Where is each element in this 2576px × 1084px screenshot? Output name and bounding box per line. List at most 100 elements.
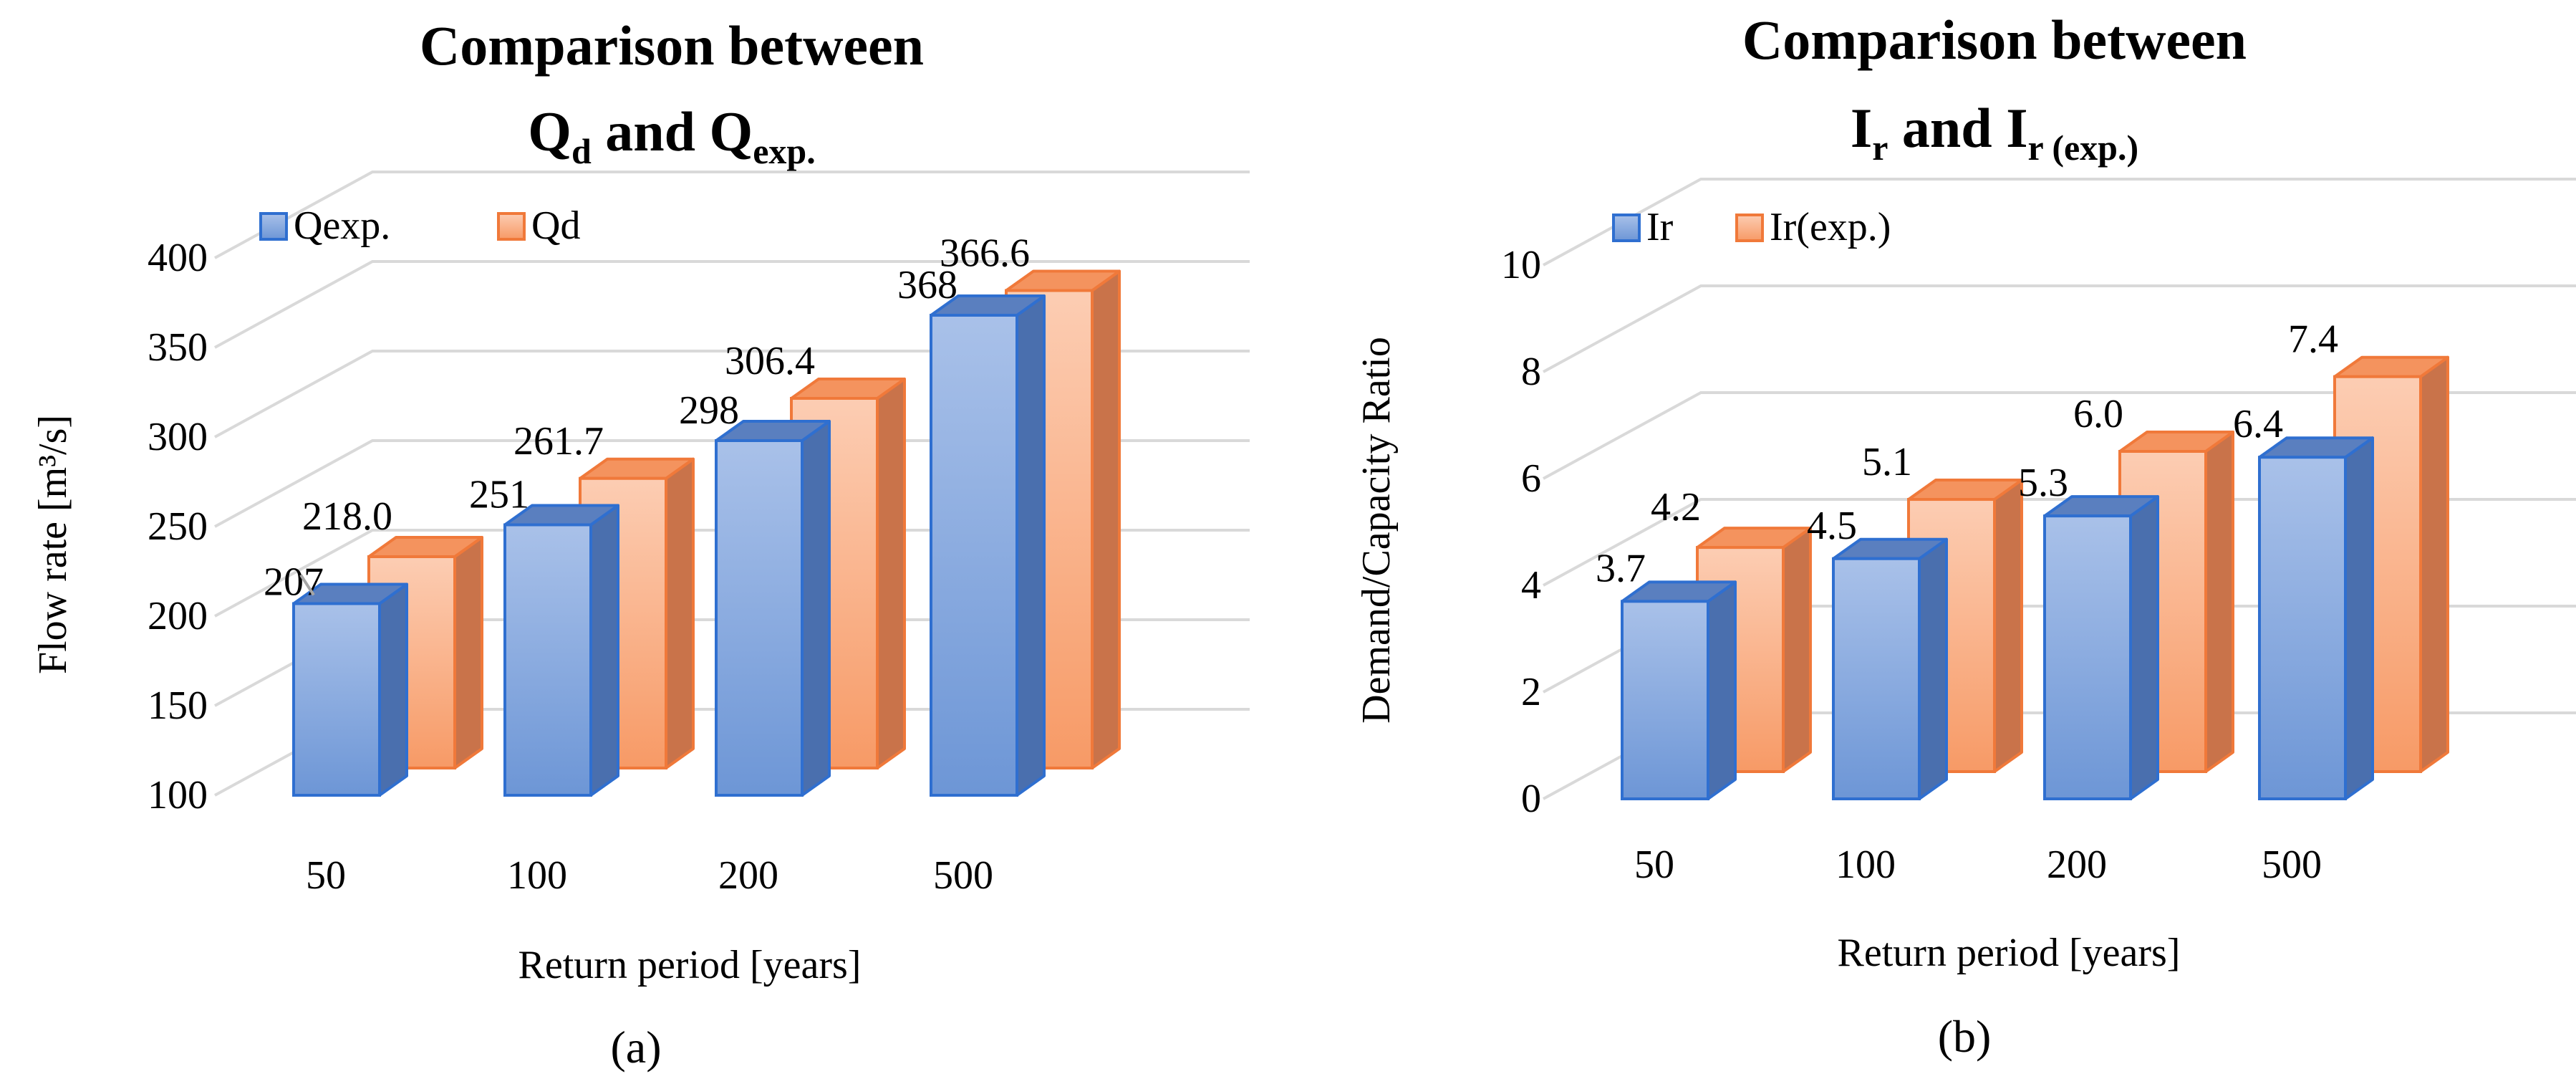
chart-b-bar-ir <box>1621 580 1737 800</box>
chart-b-x-tick-label: 100 <box>1835 843 1896 887</box>
legend-swatch-ir-exp <box>1735 214 1764 242</box>
chart-a-bar-qexp <box>503 504 619 797</box>
chart-a-bar-qexp-front <box>292 602 381 797</box>
chart-a-bar-qexp <box>292 582 408 797</box>
chart-b-data-label: 5.1 <box>1862 440 1912 484</box>
chart-a-y-tick-label: 150 <box>148 684 208 728</box>
chart-b-data-label: 6.0 <box>2073 392 2123 436</box>
chart-a-bar-qexp <box>715 420 831 797</box>
chart-b: 3.74.2 4.55.1 5.36.0 6.47.4 Comparison betw… <box>1354 9 2576 1062</box>
chart-b-bar-ir-front <box>1621 600 1709 800</box>
chart-b-x-tick-label: 200 <box>2047 843 2107 887</box>
chart-b-data-label: 5.3 <box>2018 461 2068 505</box>
chart-b-y-tick-label: 4 <box>1521 563 1541 608</box>
chart-a-bar-qexp-side <box>801 420 831 797</box>
chart-b-gridline <box>1543 284 2576 373</box>
chart-a-legend: Qexp. Qd <box>259 203 580 248</box>
chart-b-bar-ir <box>1832 537 1948 800</box>
chart-b-bar-ir-front <box>2043 514 2132 801</box>
chart-a-y-axis-label: Flow rate [m³/s] <box>31 415 75 674</box>
chart-a-bar-qexp-front <box>715 439 804 797</box>
chart-a-y-tick-label: 300 <box>148 415 208 459</box>
chart-a-data-label: 251 <box>469 473 529 517</box>
chart-a-bar-qexp <box>930 294 1046 797</box>
chart-b-bar-ir-front <box>1832 557 1921 800</box>
chart-a-bar-qexp-front <box>930 314 1018 797</box>
chart-a-data-label: 207 <box>264 560 324 605</box>
chart-b-panel-label: (b) <box>1938 1011 1992 1062</box>
chart-b-y-ticks: 0 2 4 6 8 10 <box>1501 243 1541 821</box>
chart-a-data-label: 218.0 <box>302 494 392 539</box>
chart-b-data-label: 4.2 <box>1651 485 1701 529</box>
chart-b-data-label: 4.5 <box>1807 504 1857 548</box>
chart-a-bar-qd-side <box>453 536 483 769</box>
chart-b-gridline <box>1543 178 2576 267</box>
chart-a-gridline <box>214 260 1250 349</box>
chart-a-title-line2: Qd and Qexp. <box>528 100 815 171</box>
chart-b-title: Comparison between <box>1742 9 2247 71</box>
chart-b-bar-ir-front <box>2258 456 2347 800</box>
chart-b-x-tick-label: 500 <box>2262 843 2322 887</box>
chart-a-bar-qexp-side <box>1016 294 1046 797</box>
chart-b-bar-irexp-side <box>2419 355 2449 773</box>
chart-a-y-ticks: 100 150 200 250 300 350 400 <box>148 236 208 817</box>
chart-b-y-tick-label: 2 <box>1521 670 1541 714</box>
chart-b-x-tick-label: 50 <box>1634 843 1674 887</box>
legend-label-ir-exp: Ir(exp.) <box>1770 205 1891 249</box>
chart-a-data-label: 298 <box>679 388 739 433</box>
legend-label-ir: Ir <box>1646 205 1674 249</box>
chart-a-x-tick-label: 100 <box>507 853 567 898</box>
chart-b-data-label: 7.4 <box>2288 317 2338 362</box>
chart-a-y-tick-label: 350 <box>148 325 208 370</box>
chart-a-bar-qd-side <box>665 457 695 769</box>
chart-b-bar-ir-side <box>2344 436 2374 800</box>
chart-a-bar-qd-side <box>1091 269 1121 769</box>
legend-swatch-qexp <box>259 212 288 241</box>
chart-a-y-tick-label: 250 <box>148 504 208 549</box>
chart-a-x-categories: 50 100 200 500 <box>306 853 993 898</box>
chart-a-bar-qexp-side <box>378 582 408 797</box>
chart-b-y-tick-label: 10 <box>1501 243 1541 287</box>
chart-a-bar-qexp-side <box>589 504 619 797</box>
chart-b-y-axis-label: Demand/Capacity Ratio <box>1354 337 1399 724</box>
chart-a-data-label: 366.6 <box>940 231 1030 276</box>
chart-a-data-label: 368 <box>897 263 957 307</box>
chart-b-gridline <box>1543 391 2576 480</box>
chart-b-bar-irexp-side <box>1993 479 2023 773</box>
legend-label-qd: Qd <box>531 203 580 248</box>
chart-b-bar-ir <box>2043 495 2159 801</box>
chart-b-legend: Ir Ir(exp.) <box>1612 205 1891 249</box>
chart-a-data-label: 261.7 <box>513 419 604 464</box>
chart-a-bar-qd-side <box>876 378 906 769</box>
chart-b-bars: 3.74.2 4.55.1 5.36.0 6.47.4 <box>1596 317 2449 801</box>
legend-label-qexp: Qexp. <box>294 203 390 248</box>
chart-a-x-tick-label: 500 <box>933 853 993 898</box>
chart-b-x-categories: 50 100 200 500 <box>1634 843 2322 887</box>
chart-b-y-tick-label: 6 <box>1521 456 1541 501</box>
chart-a-x-axis-label: Return period [years] <box>518 943 862 987</box>
legend-swatch-qd <box>497 212 526 241</box>
chart-a-panel-label: (a) <box>610 1022 661 1073</box>
chart-b-bar-ir-side <box>1918 537 1948 800</box>
chart-a-data-label: 306.4 <box>725 339 815 383</box>
chart-a-y-tick-label: 200 <box>148 594 208 638</box>
chart-b-bar-irexp-side <box>1782 527 1812 773</box>
chart-a-leader-line <box>299 574 315 596</box>
chart-a-y-tick-label: 100 <box>148 773 208 817</box>
chart-a-bar-qexp-front <box>503 523 592 797</box>
chart-b-bar-irexp-side <box>2204 431 2234 773</box>
chart-b-bar-ir <box>2258 436 2374 800</box>
chart-b-y-tick-label: 8 <box>1521 350 1541 394</box>
chart-b-bar-ir-side <box>2129 495 2159 800</box>
legend-swatch-ir <box>1612 214 1641 242</box>
chart-b-y-tick-label: 0 <box>1521 777 1541 821</box>
chart-b-bar-ir-side <box>1707 580 1737 800</box>
chart-b-x-axis-label: Return period [years] <box>1838 931 2181 975</box>
chart-b-title-line2: Ir and Ir (exp.) <box>1851 97 2138 168</box>
chart-a-y-tick-label: 400 <box>148 236 208 280</box>
chart-a-title: Comparison between <box>420 14 924 77</box>
chart-b-data-label: 3.7 <box>1596 546 1646 590</box>
